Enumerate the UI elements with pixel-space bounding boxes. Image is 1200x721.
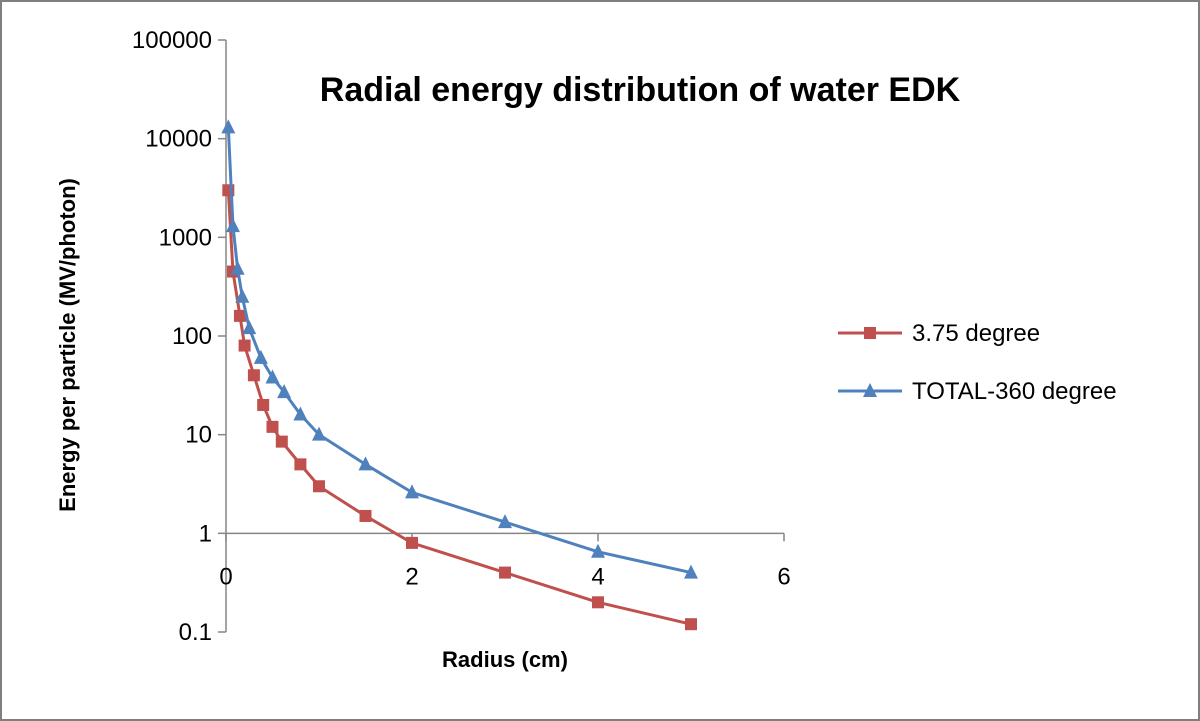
y-tick-label: 0.1 — [179, 619, 212, 646]
legend-label: TOTAL-360 degree — [912, 378, 1117, 405]
data-point — [238, 339, 251, 352]
data-point — [257, 398, 270, 411]
data-point — [230, 260, 245, 275]
data-point — [591, 543, 605, 558]
y-tick-label: 1 — [199, 520, 212, 547]
legend-item: TOTAL-360 degree — [838, 378, 1117, 405]
data-point — [277, 384, 292, 399]
data-point — [225, 218, 240, 233]
y-tick-label: 1000 — [159, 224, 212, 251]
data-point — [359, 509, 372, 522]
data-point — [405, 484, 419, 499]
legend: 3.75 degree TOTAL-360 degree — [838, 320, 1117, 405]
data-point — [684, 564, 698, 579]
data-point — [406, 536, 418, 549]
data-point — [498, 514, 512, 529]
series-layer — [221, 119, 698, 631]
series-1 — [222, 184, 697, 631]
data-point — [233, 309, 246, 322]
y-tick-label: 100 — [172, 323, 212, 350]
data-point — [358, 456, 373, 471]
data-point — [312, 426, 326, 441]
data-point — [247, 369, 260, 382]
data-point — [864, 327, 876, 339]
data-point — [275, 435, 288, 448]
data-point — [863, 383, 877, 397]
x-axis-label: Radius (cm) — [442, 647, 568, 672]
y-tick-label: 100000 — [132, 27, 212, 54]
series-line — [226, 127, 692, 575]
chart-title: Radial energy distribution of water EDK — [320, 71, 961, 109]
data-point — [499, 566, 511, 579]
data-point — [242, 320, 257, 335]
x-tick-label: 4 — [591, 563, 604, 590]
data-point — [235, 288, 250, 303]
legend-item: 3.75 degree — [838, 320, 1040, 347]
data-point — [685, 618, 697, 631]
series-2 — [221, 119, 698, 579]
axes-layer: 0.1 1 10 100 1000 10000 100000 0 2 4 6 — [132, 27, 791, 646]
data-point — [313, 480, 325, 493]
x-tick-label: 2 — [405, 563, 418, 590]
legend-label: 3.75 degree — [912, 320, 1040, 347]
y-tick-label: 10 — [185, 422, 212, 449]
data-point — [266, 420, 279, 433]
y-tick-label: 10000 — [145, 126, 212, 153]
data-point — [294, 458, 307, 471]
x-tick-label: 6 — [777, 563, 790, 590]
x-tick-label: 0 — [219, 563, 232, 590]
data-point — [253, 349, 268, 364]
data-point — [221, 119, 236, 134]
data-point — [592, 596, 604, 609]
y-axis-label: Energy per particle (MV/photon) — [55, 178, 80, 512]
data-point — [265, 369, 280, 384]
data-point — [293, 406, 308, 421]
series-line — [226, 190, 692, 626]
